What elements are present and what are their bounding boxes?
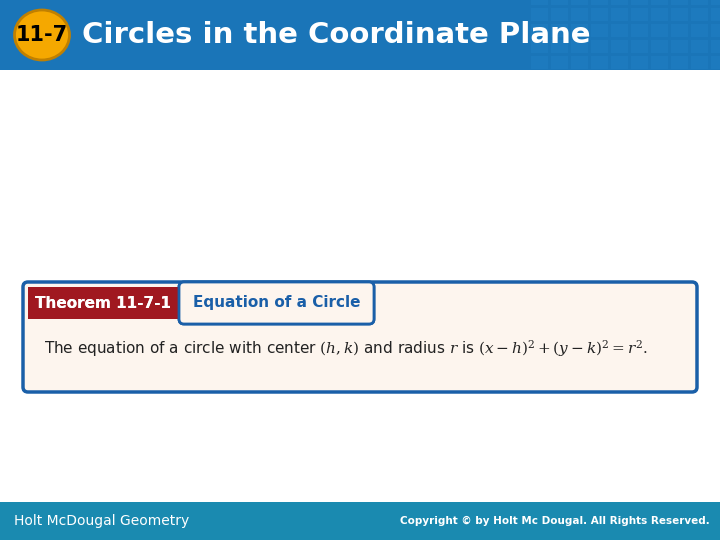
Bar [28, 287, 178, 319]
Text: 11-7: 11-7 [16, 25, 68, 45]
Bar [591, 0, 608, 5]
Bar [651, 40, 668, 53]
Bar [711, 24, 720, 37]
Bar [0, 0, 720, 70]
Bar [551, 0, 568, 5]
Bar [711, 56, 720, 69]
Text: Theorem 11-7-1: Theorem 11-7-1 [35, 295, 171, 310]
Text: Circles in the Coordinate Plane: Circles in the Coordinate Plane [82, 21, 590, 49]
Text: Holt McDougal Geometry: Holt McDougal Geometry [14, 514, 189, 528]
Bar [591, 8, 608, 21]
Bar [611, 8, 628, 21]
Bar [571, 56, 588, 69]
Bar [631, 40, 648, 53]
Bar [671, 24, 688, 37]
Text: Copyright © by Holt Mc Dougal. All Rights Reserved.: Copyright © by Holt Mc Dougal. All Right… [400, 516, 710, 526]
FancyBboxPatch shape [179, 282, 374, 324]
Bar [571, 8, 588, 21]
Bar [551, 8, 568, 21]
Bar [691, 0, 708, 5]
Ellipse shape [14, 10, 70, 60]
Bar [531, 56, 548, 69]
Bar [591, 24, 608, 37]
Bar [551, 56, 568, 69]
Bar [651, 56, 668, 69]
Bar [571, 24, 588, 37]
Bar [571, 40, 588, 53]
Bar [651, 8, 668, 21]
Bar [531, 8, 548, 21]
Bar [611, 56, 628, 69]
Text: Equation of a Circle: Equation of a Circle [193, 295, 360, 310]
Bar [631, 24, 648, 37]
Bar [711, 40, 720, 53]
Bar [631, 56, 648, 69]
Bar [671, 56, 688, 69]
Bar [611, 24, 628, 37]
Text: Theorem 11-7-1: Theorem 11-7-1 [35, 295, 171, 310]
Bar [28, 287, 178, 319]
Bar [0, 502, 720, 540]
Bar [691, 24, 708, 37]
Bar [551, 24, 568, 37]
Text: Equation of a Circle: Equation of a Circle [193, 295, 360, 310]
Bar [531, 24, 548, 37]
Bar [651, 24, 668, 37]
FancyBboxPatch shape [23, 282, 697, 392]
Bar [591, 40, 608, 53]
Bar [531, 0, 548, 5]
Bar [671, 8, 688, 21]
Bar [32, 285, 377, 320]
Bar [611, 40, 628, 53]
Bar [711, 8, 720, 21]
Bar [711, 0, 720, 5]
Bar [591, 56, 608, 69]
Bar [631, 0, 648, 5]
Bar [631, 8, 648, 21]
Text: The equation of a circle with center $(h, k)$ and radius $r$ is $(x-h)^{2}+(y-k): The equation of a circle with center $(h… [44, 339, 648, 360]
Bar [691, 56, 708, 69]
Bar [551, 40, 568, 53]
Bar [651, 0, 668, 5]
Bar [691, 40, 708, 53]
Bar [671, 0, 688, 5]
Bar [611, 0, 628, 5]
Bar [671, 40, 688, 53]
FancyBboxPatch shape [179, 282, 374, 324]
Bar [531, 40, 548, 53]
Bar [571, 0, 588, 5]
Bar [691, 8, 708, 21]
